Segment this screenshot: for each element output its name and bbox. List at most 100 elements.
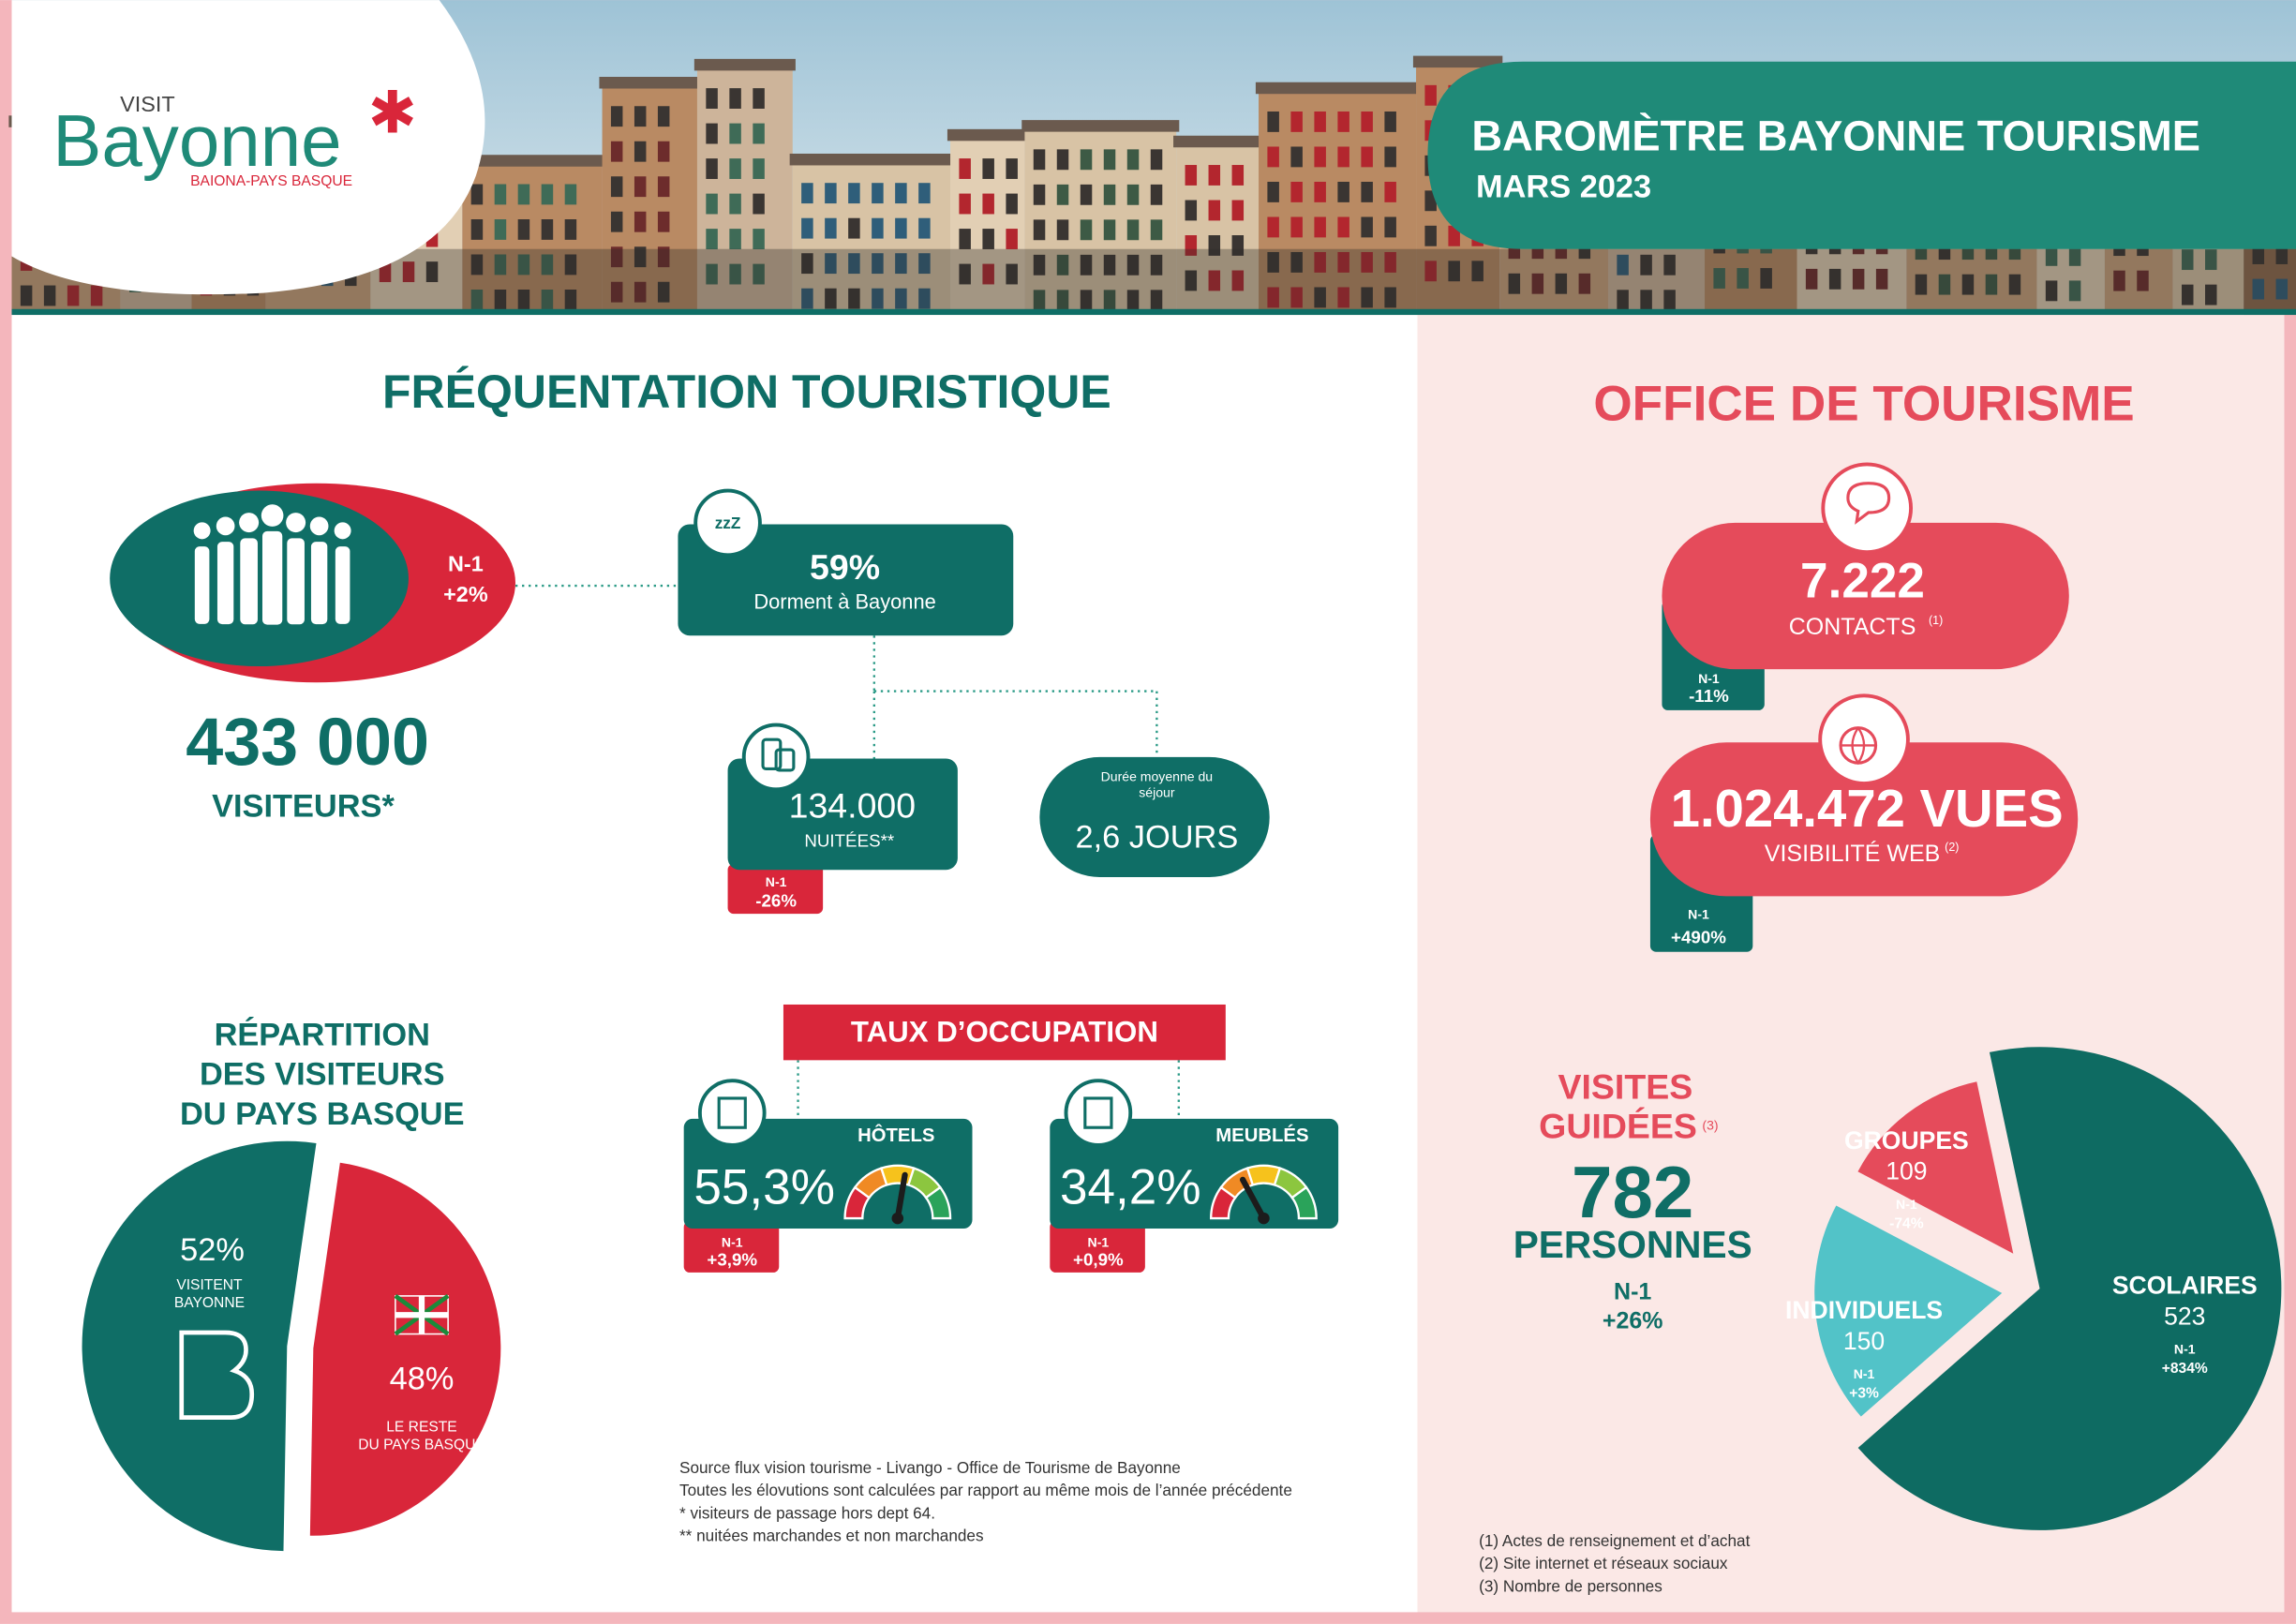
window xyxy=(1424,84,1437,106)
people-icon-head xyxy=(193,522,211,540)
window xyxy=(1314,251,1326,273)
people-icon-body xyxy=(192,544,212,627)
window xyxy=(1713,268,1725,289)
window xyxy=(1290,181,1303,202)
window xyxy=(1103,254,1116,276)
n1-label: N-1 xyxy=(722,1234,743,1249)
window xyxy=(1337,287,1349,308)
visitors-n1-change: +2% xyxy=(443,582,488,606)
window xyxy=(918,183,931,204)
window xyxy=(1080,149,1093,171)
window xyxy=(872,217,884,239)
web-pill xyxy=(1649,742,2079,897)
people-icon-head xyxy=(334,522,351,540)
bayonne-b-logo xyxy=(179,1330,255,1420)
window xyxy=(1126,149,1140,171)
n1-change: +834% xyxy=(2162,1361,2208,1377)
footnote-line: (2) Site internet et réseaux sociaux xyxy=(1479,1554,1728,1572)
window xyxy=(634,211,647,232)
window xyxy=(470,290,484,310)
window xyxy=(1033,149,1046,171)
people-icon-body xyxy=(308,539,330,627)
nights-value: 134.000 xyxy=(789,786,917,826)
window xyxy=(1267,216,1279,238)
window xyxy=(1231,200,1245,221)
window xyxy=(657,176,670,198)
window xyxy=(1938,274,1951,295)
window xyxy=(634,106,647,127)
people-icon-head xyxy=(261,504,284,527)
window xyxy=(2275,278,2289,300)
window xyxy=(1617,290,1629,311)
window xyxy=(470,184,484,205)
icon-badge xyxy=(697,1079,767,1147)
window xyxy=(1185,235,1198,256)
nights-label: NUITÉES** xyxy=(804,830,894,850)
window xyxy=(801,253,813,275)
window xyxy=(2045,280,2058,302)
window xyxy=(1314,287,1326,308)
source-line: * visiteurs de passage hors dept 64. xyxy=(679,1503,935,1522)
window xyxy=(872,288,884,309)
window xyxy=(517,219,530,240)
visitors-value: 433 000 xyxy=(186,705,429,780)
section-title: FRÉQUENTATION TOURISTIQUE xyxy=(382,365,1111,418)
pie-value-label: 523 xyxy=(2164,1302,2205,1330)
footnote-line: (1) Actes de renseignement et d’achat xyxy=(1479,1531,1750,1550)
window xyxy=(1314,146,1326,168)
luggage-icon xyxy=(774,748,796,772)
occupation-value: 34,2% xyxy=(1060,1159,1201,1214)
pie-category: GROUPES xyxy=(1844,1126,1969,1155)
occupation-n1-box xyxy=(1050,1221,1145,1273)
pie-category: INDIVIDUELS xyxy=(1785,1296,1943,1324)
window xyxy=(982,193,994,215)
window xyxy=(848,288,860,309)
pie-category: SCOLAIRES xyxy=(2112,1272,2258,1300)
window xyxy=(20,285,33,306)
window xyxy=(1150,290,1163,311)
window xyxy=(982,263,994,285)
window xyxy=(1006,193,1018,215)
window xyxy=(1384,251,1396,273)
icon-badge xyxy=(1064,1079,1133,1147)
window xyxy=(1361,251,1373,273)
window xyxy=(848,217,860,239)
window xyxy=(1006,229,1018,249)
window xyxy=(1006,158,1018,179)
window xyxy=(1126,184,1140,205)
window xyxy=(610,106,623,127)
window xyxy=(825,288,837,309)
gauge-band xyxy=(1290,1185,1318,1220)
window xyxy=(1805,268,1818,290)
window xyxy=(1231,165,1245,186)
icon-badge xyxy=(693,488,762,558)
window xyxy=(1915,274,1928,295)
window xyxy=(706,229,718,249)
window xyxy=(2137,270,2149,291)
n1-change: +3% xyxy=(1849,1386,1879,1402)
window xyxy=(825,217,837,239)
pie-slice xyxy=(1814,1205,2003,1417)
window xyxy=(1033,254,1046,276)
people-icon-body xyxy=(284,536,307,627)
window xyxy=(1508,273,1521,294)
people-icon-body xyxy=(260,529,285,628)
header-title: BAROMÈTRE BAYONNE TOURISME xyxy=(1471,112,2200,160)
window xyxy=(1828,268,1841,290)
window xyxy=(657,211,670,232)
window xyxy=(1314,181,1326,202)
guided-title: GUIDÉES xyxy=(1539,1107,1697,1146)
window xyxy=(1080,290,1093,311)
window xyxy=(706,88,718,109)
roof xyxy=(599,77,701,89)
window xyxy=(1337,251,1349,273)
window xyxy=(1150,219,1163,241)
nights-n1-label: N-1 xyxy=(766,874,787,889)
window xyxy=(1875,268,1888,290)
window xyxy=(825,253,837,275)
window xyxy=(729,88,741,109)
section-title: OFFICE DE TOURISME xyxy=(1593,377,2134,432)
window xyxy=(801,288,813,309)
window xyxy=(1208,270,1221,291)
window xyxy=(610,141,623,162)
